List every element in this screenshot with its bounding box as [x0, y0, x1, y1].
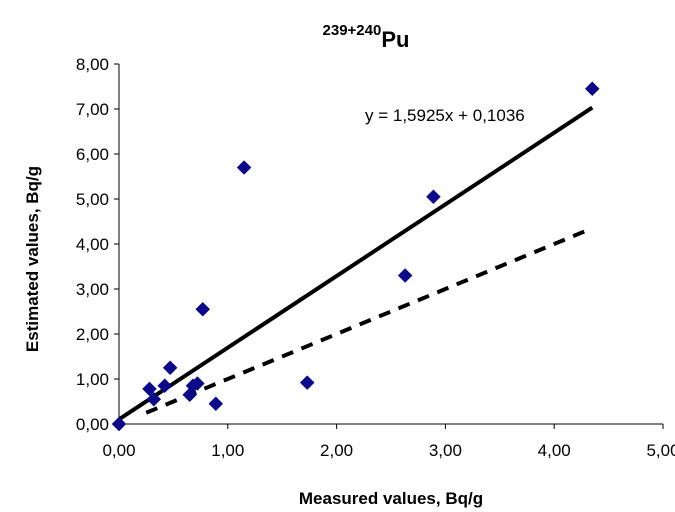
reference-line-dashed — [145, 226, 594, 415]
y-tick-label: 1,00 — [76, 370, 109, 389]
data-point — [397, 268, 413, 283]
data-point — [208, 396, 224, 412]
x-tick-label: 1,00 — [211, 441, 244, 460]
fit-lines — [117, 105, 594, 422]
x-tick-label: 4,00 — [538, 441, 571, 460]
data-point — [111, 416, 127, 432]
trendline-equation: y = 1,5925x + 0,1036 — [365, 106, 525, 125]
y-tick-label: 7,00 — [76, 100, 109, 119]
data-points — [111, 81, 600, 432]
y-tick-label: 3,00 — [76, 280, 109, 299]
data-point — [299, 375, 315, 390]
chart-title-superscript: 239+240 — [323, 22, 382, 39]
x-axis-title: Measured values, Bq/g — [299, 489, 483, 508]
data-point — [195, 301, 211, 317]
y-tick-label: 4,00 — [76, 235, 109, 254]
y-tick-label: 8,00 — [76, 55, 109, 74]
trendline — [117, 105, 594, 422]
data-point — [146, 391, 162, 407]
data-point — [142, 381, 157, 397]
ticks: 0,00 1,00 2,00 3,00 4,00 5,00 6,00 7,00 8,00 0,00… — [76, 55, 675, 460]
chart-title-main: Pu — [381, 27, 409, 52]
chart-title: 239+240Pu — [323, 22, 410, 52]
data-point — [236, 160, 252, 175]
data-point — [189, 376, 205, 391]
x-tick-label: 2,00 — [320, 441, 353, 460]
y-tick-label: 6,00 — [76, 145, 109, 164]
data-point — [426, 189, 441, 205]
data-point — [584, 81, 600, 97]
data-point — [157, 378, 173, 394]
data-point — [162, 360, 178, 376]
chart-labels: y = 1,5925x + 0,1036 — [365, 106, 525, 125]
y-axis-title: Estimated values, Bq/g — [23, 166, 42, 352]
y-tick-label: 0,00 — [76, 415, 109, 434]
x-tick-label: 0,00 — [102, 441, 135, 460]
y-tick-label: 5,00 — [76, 190, 109, 209]
y-tick-label: 2,00 — [76, 325, 109, 344]
x-tick-label: 3,00 — [429, 441, 462, 460]
x-tick-label: 5,00 — [646, 441, 675, 460]
